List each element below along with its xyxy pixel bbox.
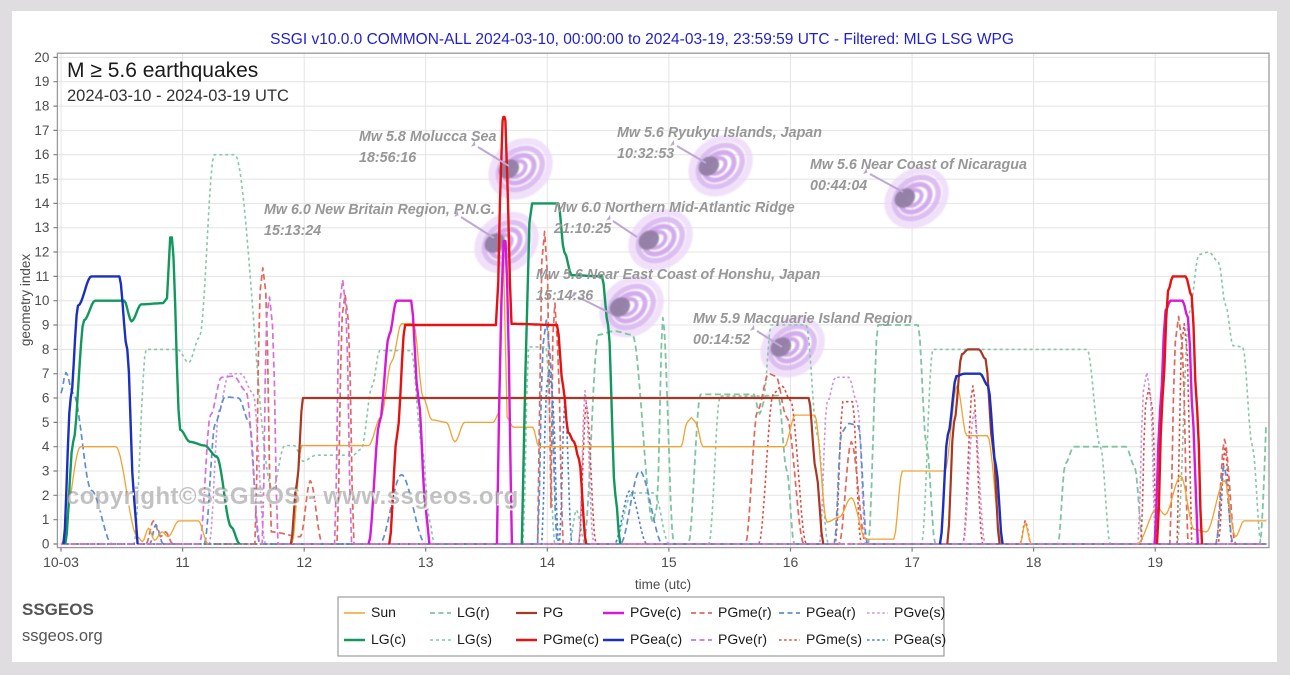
svg-text:Mw 5.6 Ryukyu Islands, Japan: Mw 5.6 Ryukyu Islands, Japan [617, 125, 822, 141]
svg-text:17: 17 [34, 123, 49, 138]
svg-text:12: 12 [296, 554, 312, 570]
svg-text:15: 15 [34, 172, 49, 187]
svg-text:Mw 6.0 Northern Mid-Atlantic R: Mw 6.0 Northern Mid-Atlantic Ridge [554, 200, 795, 216]
svg-text:Mw 6.0 New Britain Region, P.N: Mw 6.0 New Britain Region, P.N.G. [264, 202, 495, 218]
svg-text:9: 9 [42, 318, 50, 333]
svg-text:Mw 5.8 Molucca Sea: Mw 5.8 Molucca Sea [359, 129, 497, 145]
svg-text:16: 16 [783, 554, 799, 570]
svg-text:10-03: 10-03 [43, 554, 79, 570]
svg-text:time (utc): time (utc) [635, 577, 691, 592]
svg-text:geometry index: geometry index [18, 254, 33, 347]
svg-text:SSGI v10.0.0 COMMON-ALL 2024-0: SSGI v10.0.0 COMMON-ALL 2024-03-10, 00:0… [270, 31, 1014, 48]
svg-text:00:44:04: 00:44:04 [810, 178, 867, 194]
svg-text:18: 18 [34, 99, 49, 114]
svg-text:LG(r): LG(r) [457, 604, 490, 620]
svg-text:11: 11 [35, 269, 49, 284]
svg-text:ssgeos.org: ssgeos.org [22, 627, 103, 645]
svg-text:14: 14 [540, 554, 556, 570]
svg-text:2: 2 [42, 488, 50, 503]
svg-text:Mw 5.6 Near East Coast of Hons: Mw 5.6 Near East Coast of Honshu, Japan [536, 267, 821, 283]
svg-text:PGea(c): PGea(c) [630, 631, 682, 647]
svg-text:PGea(r): PGea(r) [806, 604, 856, 620]
svg-text:15: 15 [661, 554, 677, 570]
svg-text:21:10:25: 21:10:25 [553, 221, 612, 237]
svg-text:16: 16 [34, 147, 49, 162]
svg-text:3: 3 [42, 464, 50, 479]
svg-text:17: 17 [904, 554, 920, 570]
svg-text:PGme(r): PGme(r) [718, 604, 772, 620]
svg-text:Sun: Sun [371, 604, 396, 620]
svg-text:18: 18 [1026, 554, 1042, 570]
svg-text:2024-03-10 - 2024-03-19 UTC: 2024-03-10 - 2024-03-19 UTC [67, 87, 289, 105]
svg-text:13: 13 [34, 220, 49, 235]
svg-text:copyright©SSGEOS - www.ssgeos.: copyright©SSGEOS - www.ssgeos.org [68, 485, 521, 512]
svg-text:15:14:36: 15:14:36 [536, 288, 594, 304]
svg-text:11: 11 [175, 554, 190, 570]
svg-text:10: 10 [34, 293, 49, 308]
svg-text:00:14:52: 00:14:52 [693, 332, 750, 348]
svg-text:7: 7 [42, 366, 50, 381]
svg-text:8: 8 [42, 342, 50, 357]
svg-text:18:56:16: 18:56:16 [359, 150, 417, 166]
svg-text:Mw 5.6 Near Coast of Nicaragua: Mw 5.6 Near Coast of Nicaragua [810, 157, 1027, 173]
svg-text:4: 4 [42, 439, 50, 454]
svg-text:19: 19 [34, 74, 49, 89]
svg-text:0: 0 [42, 537, 50, 552]
svg-text:PG: PG [543, 604, 563, 620]
svg-text:12: 12 [34, 245, 49, 260]
svg-text:5: 5 [42, 415, 50, 430]
svg-text:PGme(c): PGme(c) [543, 631, 599, 647]
svg-text:PGve(c): PGve(c) [630, 604, 681, 620]
svg-text:PGme(s): PGme(s) [806, 631, 862, 647]
svg-text:10:32:53: 10:32:53 [617, 146, 674, 162]
svg-text:PGve(r): PGve(r) [718, 631, 767, 647]
svg-text:PGve(s): PGve(s) [894, 604, 945, 620]
svg-text:copyright©SSGEOS - www.ssgeos.: copyright©SSGEOS - www.ssgeos.org [66, 483, 519, 510]
svg-text:LG(c): LG(c) [371, 631, 406, 647]
svg-text:14: 14 [34, 196, 50, 211]
svg-text:15:13:24: 15:13:24 [264, 223, 321, 239]
svg-text:PGea(s): PGea(s) [894, 631, 946, 647]
svg-text:1: 1 [42, 512, 50, 527]
svg-text:20: 20 [34, 50, 49, 65]
svg-text:Mw 5.9 Macquarie Island Region: Mw 5.9 Macquarie Island Region [693, 311, 913, 327]
svg-text:SSGEOS: SSGEOS [22, 600, 94, 619]
svg-text:LG(s): LG(s) [457, 631, 492, 647]
svg-text:13: 13 [418, 554, 434, 570]
svg-text:M ≥ 5.6 earthquakes: M ≥ 5.6 earthquakes [67, 59, 258, 82]
svg-text:19: 19 [1147, 554, 1163, 570]
svg-text:6: 6 [42, 391, 50, 406]
